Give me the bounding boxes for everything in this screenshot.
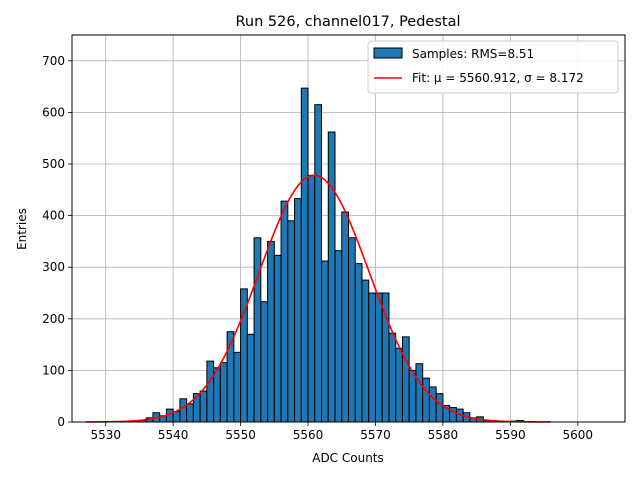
legend: Samples: RMS=8.51 Fit: μ = 5560.912, σ =… [367,40,619,94]
fit-curve-group [85,174,551,423]
x-tick-label: 5540 [158,428,189,442]
x-axis-label: ADC Counts [312,451,384,465]
histogram-bar [307,174,316,423]
y-axis-ticks: 0 100 200 300 400 500 600 700 [42,54,72,429]
histogram-bar [246,333,255,423]
y-tick-label: 500 [42,157,65,171]
histogram-bar [428,386,437,423]
histogram-bar [260,301,269,423]
x-tick-label: 5580 [428,428,459,442]
histogram-bar [374,292,383,423]
y-tick-label: 700 [42,54,65,68]
histogram-bar [314,104,323,423]
histogram-bar [179,398,188,423]
x-tick-label: 5570 [360,428,391,442]
histogram-bar [273,254,282,423]
histogram-bar [280,200,289,423]
legend-label-samples: Samples: RMS=8.51 [412,47,534,61]
histogram-bar [401,336,410,423]
chart-title: Run 526, channel017, Pedestal [235,14,460,30]
histogram-bar [435,393,444,423]
histogram-bar [213,367,221,423]
x-tick-label: 5560 [293,428,324,442]
y-tick-label: 300 [42,260,65,274]
histogram-bar [334,250,343,423]
histogram-bar [240,288,248,423]
histogram-bar [253,237,262,423]
y-tick-label: 200 [42,312,65,326]
histogram-bar [361,279,370,423]
histogram-bar [341,211,350,423]
x-tick-label: 5550 [225,428,256,442]
y-tick-label: 600 [42,105,65,119]
histogram-bar [354,263,363,423]
histogram-bar [199,390,208,423]
histogram-bar [287,220,296,423]
histogram-bar [294,198,302,423]
y-axis-label: Entries [15,208,29,250]
histogram-bar [206,360,215,423]
histogram-bars [132,87,532,423]
histogram-bar [233,351,242,423]
histogram-bar [348,237,356,423]
histogram-bar [381,292,390,423]
fit-curve [85,174,551,423]
y-tick-label: 100 [42,363,65,377]
y-tick-label: 0 [57,415,65,429]
histogram-bar [300,87,309,423]
histogram-bar [395,347,403,423]
histogram-bar [321,260,329,423]
legend-box [367,40,619,94]
histogram-bar [219,362,228,423]
legend-label-fit: Fit: μ = 5560.912, σ = 8.172 [412,71,584,85]
histogram-bar [422,377,430,423]
x-tick-label: 5590 [495,428,526,442]
y-tick-label: 400 [42,209,65,223]
x-axis-ticks: 5530 5540 5550 5560 5570 5580 5590 5600 [90,422,593,442]
histogram-bar [388,332,397,423]
histogram-bar [368,292,376,423]
histogram-bar [408,369,417,423]
histogram-bar [415,363,424,423]
histogram-bar [186,403,194,423]
histogram-bar [267,240,275,423]
x-tick-label: 5600 [563,428,594,442]
x-tick-label: 5530 [90,428,121,442]
plot-frame [71,34,626,423]
histogram-bar [327,131,336,423]
legend-swatch-samples [373,47,403,59]
histogram-bar [172,411,181,423]
